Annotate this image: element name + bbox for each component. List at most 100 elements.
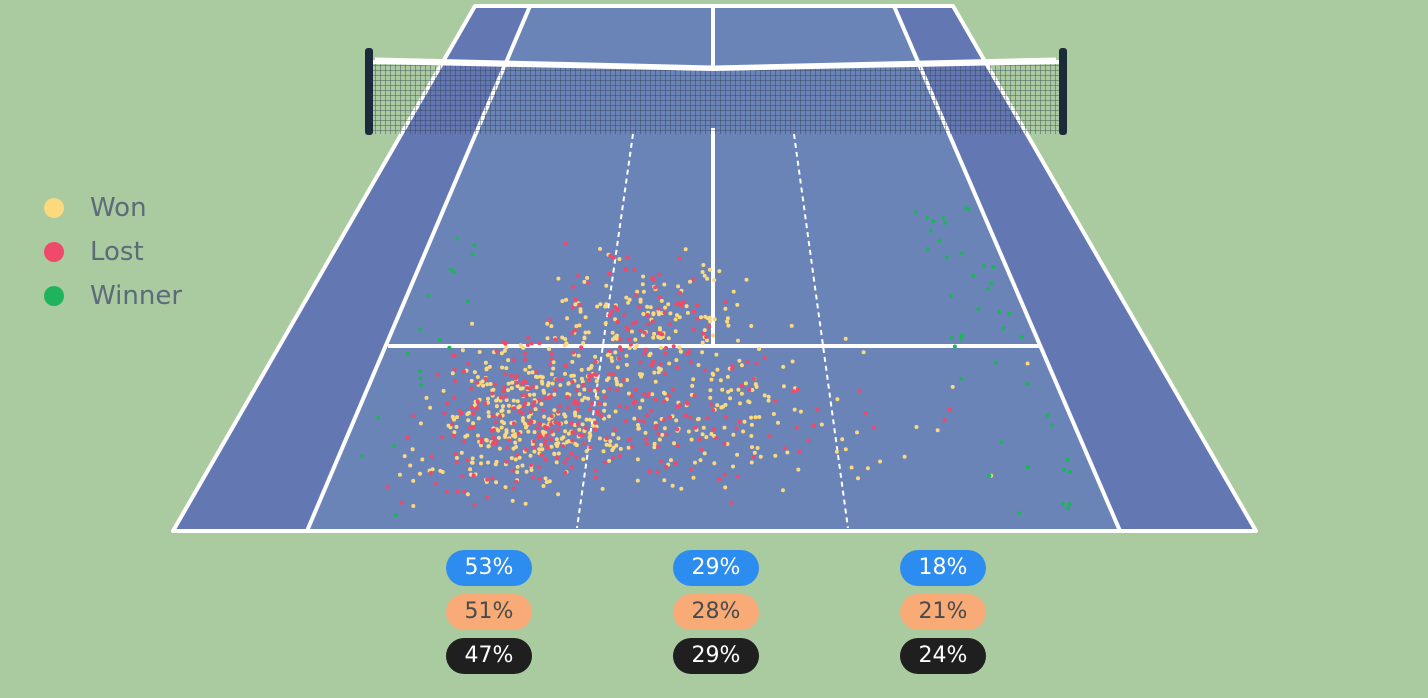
shot-point-lost bbox=[663, 372, 667, 377]
shot-point-won bbox=[674, 358, 679, 363]
shot-point-won bbox=[602, 408, 607, 413]
shot-point-won bbox=[549, 372, 554, 377]
shot-point-won bbox=[613, 317, 618, 322]
shot-point-lost bbox=[494, 439, 499, 443]
shot-point-won bbox=[514, 445, 518, 449]
shot-point-won bbox=[554, 437, 559, 442]
shot-point-won bbox=[627, 346, 632, 350]
shot-point-won bbox=[640, 372, 644, 377]
shot-point-lost bbox=[633, 399, 638, 404]
shot-point-won bbox=[640, 398, 645, 403]
shot-point-won bbox=[652, 445, 657, 450]
shot-point-won bbox=[466, 418, 471, 423]
shot-point-lost bbox=[699, 448, 704, 452]
shot-point-winner bbox=[1001, 326, 1006, 331]
shot-point-winner bbox=[966, 207, 971, 212]
shot-point-lost bbox=[664, 464, 669, 469]
shot-point-winner bbox=[1062, 467, 1067, 472]
legend-label: Winner bbox=[90, 281, 183, 311]
shot-point-won bbox=[737, 358, 742, 363]
shot-point-lost bbox=[603, 460, 608, 465]
shot-point-winner bbox=[959, 250, 964, 255]
shot-point-lost bbox=[512, 406, 516, 411]
shot-point-won bbox=[566, 381, 571, 386]
shot-point-won bbox=[750, 445, 754, 450]
shot-point-won bbox=[581, 341, 586, 345]
shot-point-won bbox=[635, 478, 640, 483]
shot-point-won bbox=[699, 315, 703, 320]
shot-point-lost bbox=[451, 353, 456, 358]
shot-point-winner bbox=[1068, 502, 1072, 506]
shot-point-lost bbox=[530, 404, 535, 408]
shot-point-lost bbox=[611, 255, 616, 260]
shot-point-lost bbox=[440, 435, 445, 440]
shot-point-won bbox=[577, 392, 582, 397]
shot-point-lost bbox=[942, 418, 947, 423]
shot-point-lost bbox=[520, 381, 525, 386]
shot-point-won bbox=[515, 384, 520, 388]
shot-point-won bbox=[418, 421, 423, 426]
shot-point-lost bbox=[714, 436, 719, 440]
shot-point-won bbox=[592, 388, 597, 393]
shot-point-lost bbox=[471, 411, 476, 416]
shot-point-winner bbox=[949, 336, 954, 341]
shot-point-won bbox=[725, 316, 730, 321]
shot-point-winner bbox=[1067, 469, 1072, 474]
shot-point-lost bbox=[586, 280, 591, 285]
shot-point-won bbox=[798, 409, 803, 414]
shot-point-lost bbox=[730, 364, 735, 369]
shot-point-lost bbox=[442, 411, 447, 416]
shot-point-won bbox=[607, 458, 612, 463]
shot-point-winner bbox=[1045, 413, 1050, 418]
shot-point-lost bbox=[429, 454, 434, 459]
shot-point-lost bbox=[483, 401, 487, 406]
shot-point-won bbox=[515, 464, 520, 469]
shot-point-winner bbox=[999, 440, 1004, 445]
shot-point-won bbox=[652, 331, 657, 336]
shot-point-lost bbox=[474, 406, 479, 411]
shot-point-won bbox=[662, 391, 667, 396]
shot-point-lost bbox=[547, 318, 552, 323]
shot-point-lost bbox=[493, 382, 498, 387]
shot-point-won bbox=[408, 463, 413, 468]
shot-point-won bbox=[595, 396, 600, 400]
shot-point-winner bbox=[942, 220, 947, 225]
shot-point-won bbox=[615, 382, 620, 387]
shot-point-lost bbox=[532, 400, 537, 405]
shot-point-lost bbox=[629, 394, 634, 398]
shot-point-lost bbox=[632, 267, 637, 272]
shot-point-won bbox=[690, 383, 695, 388]
shot-point-won bbox=[524, 469, 529, 474]
shot-point-lost bbox=[509, 373, 513, 378]
shot-point-lost bbox=[525, 343, 530, 347]
shot-point-won bbox=[632, 416, 637, 421]
shot-point-won bbox=[547, 347, 551, 351]
shot-point-lost bbox=[537, 476, 542, 481]
shot-point-lost bbox=[593, 427, 598, 432]
shot-point-won bbox=[843, 336, 848, 341]
shot-point-won bbox=[582, 335, 587, 340]
shot-point-won bbox=[637, 405, 642, 410]
shot-point-won bbox=[594, 379, 599, 384]
shot-point-lost bbox=[576, 273, 581, 278]
shot-point-won bbox=[582, 387, 587, 392]
shot-point-won bbox=[657, 437, 662, 442]
shot-point-lost bbox=[767, 434, 772, 439]
shot-point-won bbox=[452, 417, 456, 422]
shot-point-won bbox=[666, 336, 671, 341]
shot-point-lost bbox=[691, 327, 696, 332]
shot-point-lost bbox=[570, 380, 575, 384]
shot-point-won bbox=[509, 456, 514, 461]
shot-point-winner bbox=[405, 351, 410, 356]
shot-point-lost bbox=[490, 428, 494, 433]
shot-point-won bbox=[562, 412, 567, 417]
shot-point-won bbox=[708, 395, 713, 400]
shot-point-won bbox=[411, 478, 416, 483]
shot-point-lost bbox=[574, 455, 579, 460]
shot-point-lost bbox=[569, 451, 574, 456]
shot-point-won bbox=[573, 441, 578, 446]
shot-point-lost bbox=[581, 382, 586, 387]
shot-point-won bbox=[632, 346, 637, 350]
shot-point-lost bbox=[773, 398, 778, 403]
shot-point-lost bbox=[543, 396, 548, 401]
